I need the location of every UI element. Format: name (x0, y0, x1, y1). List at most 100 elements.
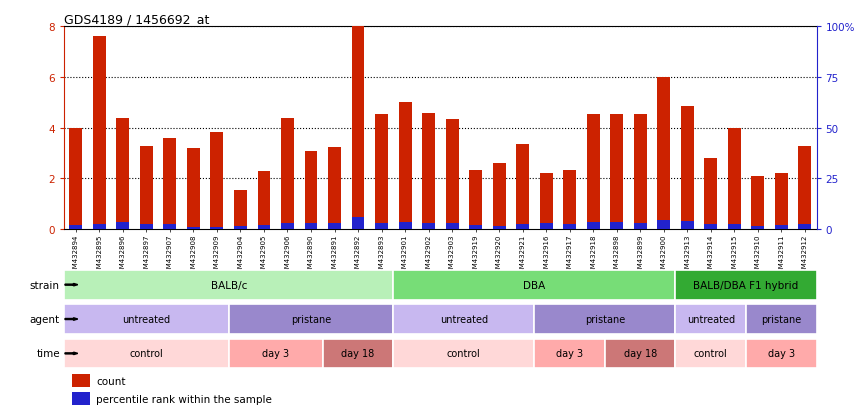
Bar (257, 225, 270, 230)
Bar (69, 128, 82, 230)
Bar (587, 114, 599, 230)
Bar (775, 174, 787, 230)
Bar (634, 114, 646, 230)
Bar (563, 224, 576, 230)
Bar (64, 304, 229, 334)
Bar (398, 103, 411, 230)
Bar (375, 114, 388, 230)
Bar (257, 171, 270, 230)
Bar (228, 339, 323, 368)
Bar (469, 170, 482, 230)
Bar (610, 114, 623, 230)
Text: strain: strain (30, 280, 60, 290)
Bar (393, 270, 675, 300)
Bar (398, 223, 411, 230)
Text: day 18: day 18 (341, 349, 374, 358)
Text: count: count (97, 376, 126, 386)
Bar (445, 223, 458, 230)
Bar (375, 223, 388, 230)
Bar (540, 223, 552, 230)
Text: pristane: pristane (291, 314, 331, 324)
Bar (752, 176, 764, 230)
Bar (746, 304, 817, 334)
Bar (393, 304, 534, 334)
Text: untreated: untreated (439, 314, 488, 324)
Bar (540, 174, 552, 230)
Bar (563, 170, 576, 230)
Bar (728, 128, 740, 230)
Text: time: time (36, 349, 60, 358)
Bar (422, 223, 435, 230)
Bar (187, 227, 200, 230)
Bar (281, 118, 294, 230)
Bar (304, 223, 317, 230)
Bar (93, 37, 106, 230)
Bar (72, 374, 91, 387)
Bar (140, 224, 153, 230)
Bar (187, 149, 200, 230)
Bar (328, 223, 341, 230)
Text: day 3: day 3 (556, 349, 583, 358)
Bar (516, 145, 529, 230)
Text: BALB/c: BALB/c (210, 280, 247, 290)
Text: GDS4189 / 1456692_at: GDS4189 / 1456692_at (64, 13, 209, 26)
Bar (681, 107, 693, 230)
Bar (634, 223, 646, 230)
Bar (116, 223, 129, 230)
Bar (323, 339, 393, 368)
Bar (281, 223, 294, 230)
Bar (69, 225, 82, 230)
Bar (64, 270, 393, 300)
Bar (799, 225, 811, 230)
Bar (304, 151, 317, 230)
Text: percentile rank within the sample: percentile rank within the sample (97, 394, 273, 404)
Text: control: control (694, 349, 728, 358)
Text: control: control (447, 349, 481, 358)
Bar (657, 221, 670, 230)
Bar (234, 227, 247, 230)
Bar (775, 225, 787, 230)
Bar (163, 138, 176, 230)
Bar (675, 270, 817, 300)
Text: untreated: untreated (687, 314, 734, 324)
Bar (140, 146, 153, 230)
Bar (516, 225, 529, 230)
Bar (610, 223, 623, 230)
Bar (228, 304, 393, 334)
Bar (681, 221, 693, 230)
Bar (116, 118, 129, 230)
Bar (752, 226, 764, 230)
Bar (72, 392, 91, 405)
Text: BALB/DBA F1 hybrid: BALB/DBA F1 hybrid (693, 280, 799, 290)
Bar (534, 339, 604, 368)
Bar (799, 146, 811, 230)
Bar (675, 339, 746, 368)
Text: day 3: day 3 (768, 349, 795, 358)
Text: pristane: pristane (585, 314, 625, 324)
Bar (705, 225, 717, 230)
Bar (234, 190, 247, 230)
Bar (705, 159, 717, 230)
Bar (728, 224, 740, 230)
Text: day 3: day 3 (262, 349, 289, 358)
Bar (393, 339, 534, 368)
Bar (351, 218, 364, 230)
Bar (351, 27, 364, 230)
Bar (746, 339, 817, 368)
Bar (93, 224, 106, 230)
Bar (328, 147, 341, 230)
Bar (534, 304, 675, 334)
Bar (64, 339, 229, 368)
Text: pristane: pristane (761, 314, 801, 324)
Text: day 18: day 18 (623, 349, 657, 358)
Bar (445, 120, 458, 230)
Bar (163, 224, 176, 230)
Bar (210, 132, 223, 230)
Bar (605, 339, 675, 368)
Text: untreated: untreated (122, 314, 170, 324)
Bar (492, 226, 505, 230)
Text: DBA: DBA (523, 280, 545, 290)
Bar (657, 78, 670, 230)
Bar (469, 225, 482, 230)
Text: agent: agent (30, 314, 60, 324)
